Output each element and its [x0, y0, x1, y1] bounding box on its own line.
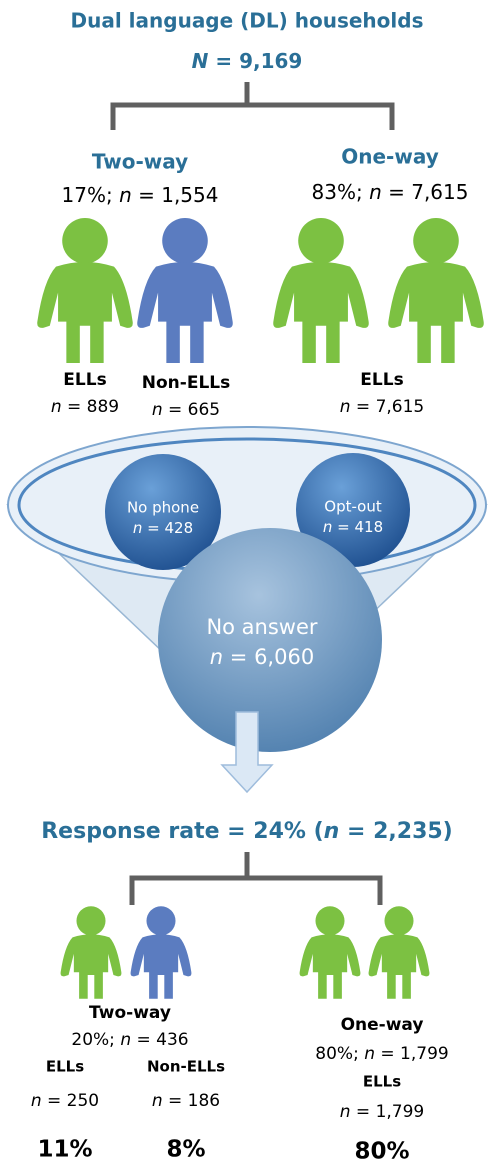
subgroup-label: Non-ELLs [147, 1058, 225, 1076]
group-name: One-way [341, 145, 439, 169]
group-count: 20%; n = 436 [71, 1030, 188, 1050]
group-count: 17%; n = 1,554 [62, 183, 219, 207]
bubble-count: n = 428 [133, 519, 193, 537]
subgroup-count: n = 250 [31, 1091, 99, 1111]
subgroup-label: ELLs [46, 1058, 84, 1076]
bracket [132, 852, 380, 905]
subgroup-label: Non-ELLs [142, 373, 230, 393]
subgroup-label: ELLs [363, 1073, 401, 1091]
subgroup-count: n = 665 [152, 400, 220, 420]
title: Dual language (DL) households [71, 9, 424, 33]
person-icon [137, 218, 233, 363]
subgroup-percent: 11% [37, 1137, 92, 1163]
subgroup-count: n = 186 [152, 1091, 220, 1111]
person-icon [273, 218, 369, 363]
bubble-label: No answer [206, 615, 317, 639]
subgroup-count: n = 7,615 [340, 397, 425, 417]
subgroup-label: ELLs [360, 370, 403, 390]
person-icon [37, 218, 133, 363]
subgroup-label: ELLs [63, 370, 106, 390]
bubble [158, 528, 382, 752]
person-icon [388, 218, 484, 363]
person-icon [61, 906, 122, 998]
group-count: 80%; n = 1,799 [315, 1044, 448, 1064]
bracket [113, 82, 392, 130]
subgroup-count: n = 1,799 [340, 1102, 425, 1122]
group-name: Two-way [89, 1003, 171, 1023]
bubble-count: n = 418 [323, 518, 383, 536]
group-name: Two-way [92, 150, 188, 174]
bubble-count: n = 6,060 [210, 645, 314, 669]
person-icon [369, 906, 430, 998]
bubble-label: No phone [127, 499, 199, 517]
bubble-label: Opt-out [324, 498, 382, 516]
group-name: One-way [341, 1015, 424, 1035]
response-rate: Response rate = 24% (n = 2,235) [41, 819, 453, 844]
total: N = 9,169 [192, 49, 303, 73]
person-icon [300, 906, 361, 998]
group-count: 83%; n = 7,615 [312, 180, 469, 204]
subgroup-percent: 8% [166, 1137, 205, 1163]
infographic: Dual language (DL) households N = 9,169 … [0, 0, 494, 1174]
person-icon [131, 906, 192, 998]
subgroup-count: n = 889 [51, 397, 119, 417]
subgroup-percent: 80% [354, 1139, 409, 1165]
